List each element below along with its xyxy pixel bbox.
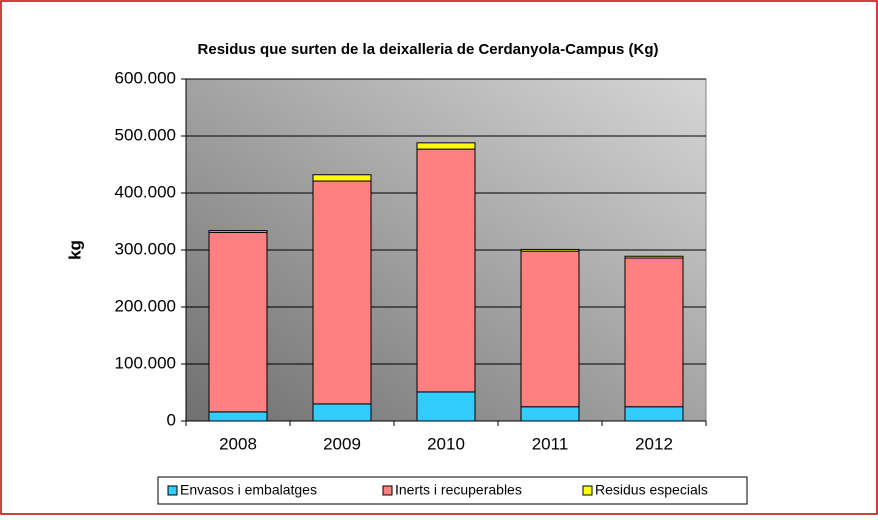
legend-swatch [382, 485, 393, 496]
bar-segment [624, 255, 684, 259]
x-tick-label: 2008 [219, 434, 257, 453]
bar-segment [624, 257, 684, 408]
bar-segment [208, 231, 268, 413]
y-tick-label: 300.000 [115, 239, 176, 258]
legend-swatch [167, 485, 178, 496]
bar-segment [624, 406, 684, 422]
bar-segment [208, 411, 268, 422]
x-tick-label: 2010 [427, 434, 465, 453]
y-tick-label: 600.000 [115, 68, 176, 87]
x-tick-label: 2011 [532, 434, 569, 453]
y-tick-label: 100.000 [115, 353, 176, 372]
bar-segment [312, 174, 372, 182]
y-tick-label: 400.000 [115, 182, 176, 201]
legend-label: Inerts i recuperables [395, 482, 522, 498]
bar-segment [208, 230, 268, 233]
legend-label: Envasos i embalatges [180, 482, 317, 498]
bar-segment [520, 250, 580, 408]
bar-segment [520, 248, 580, 252]
bar-segment [312, 180, 372, 405]
bar-segment [520, 406, 580, 422]
y-axis-label: kg [65, 240, 84, 260]
bar-segment [416, 391, 476, 422]
y-tick-label: 200.000 [115, 296, 176, 315]
bar-segment [416, 142, 476, 150]
x-tick-label: 2009 [323, 434, 361, 453]
y-tick-label: 0 [167, 410, 176, 429]
bar-segment [312, 403, 372, 422]
legend [157, 476, 748, 505]
chart-title: Residus que surten de la deixalleria de … [198, 41, 659, 58]
x-tick-label: 2012 [635, 434, 673, 453]
legend-swatch [582, 485, 593, 496]
y-tick-label: 500.000 [115, 125, 176, 144]
legend-label: Residus especials [595, 482, 708, 498]
bar-segment [416, 148, 476, 393]
